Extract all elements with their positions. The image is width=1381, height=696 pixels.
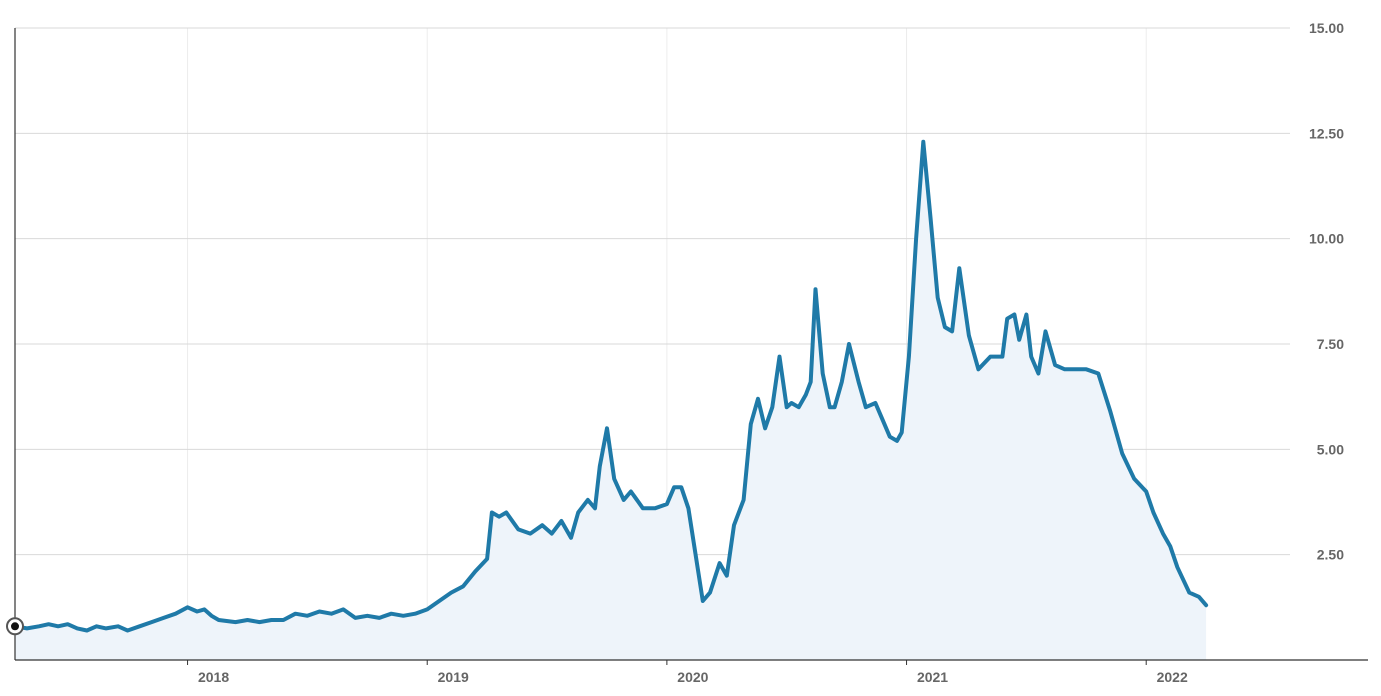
y-tick-label: 15.00	[1309, 20, 1344, 36]
y-tick-label: 12.50	[1309, 125, 1344, 141]
axes	[14, 28, 1368, 661]
series-line	[13, 139, 1209, 633]
line-layer	[13, 139, 1209, 633]
x-tick-labels: 2018 2019 2020 2021 2022	[187, 660, 1188, 685]
x-tick-label: 2022	[1157, 669, 1188, 685]
handle-dot[interactable]	[11, 622, 19, 631]
y-tick-label: 10.00	[1309, 231, 1344, 247]
x-tick-label: 2019	[438, 669, 469, 685]
series-area	[15, 141, 1207, 661]
x-tick-label: 2018	[198, 669, 229, 685]
start-point-handle[interactable]	[6, 617, 24, 636]
y-tick-labels: 2.50 5.00 7.50 10.00 12.50 15.00	[1309, 20, 1344, 563]
area-layer	[15, 141, 1207, 661]
y-tick-label: 2.50	[1317, 547, 1344, 563]
marker-layer	[6, 617, 24, 636]
x-tick-label: 2021	[917, 669, 948, 685]
x-tick-label: 2020	[677, 669, 708, 685]
y-tick-label: 7.50	[1317, 336, 1344, 352]
y-tick-label: 5.00	[1317, 441, 1344, 457]
